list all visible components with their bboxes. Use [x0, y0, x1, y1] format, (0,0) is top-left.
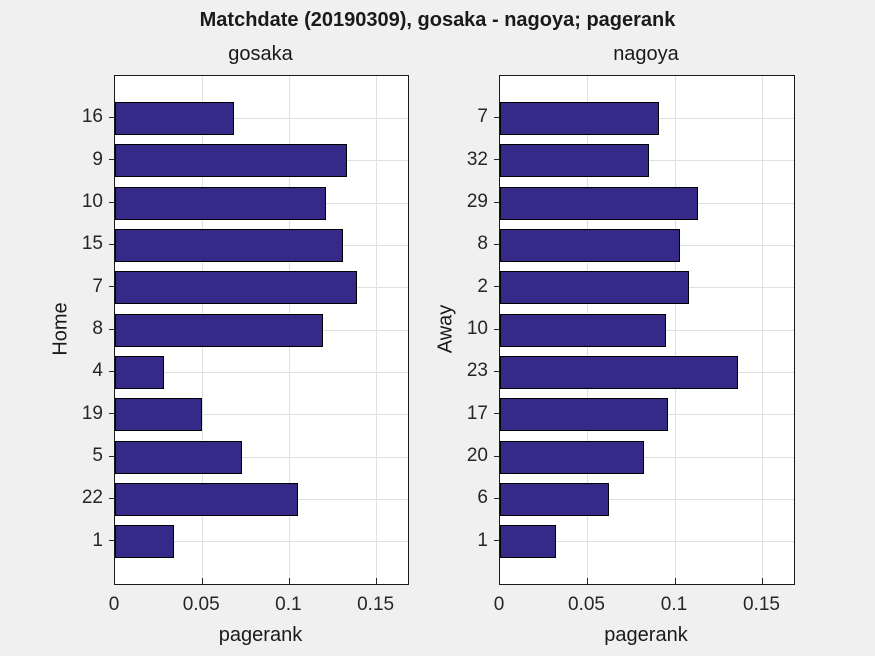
y-tick-label: 1 [477, 529, 488, 551]
gridline-horizontal [115, 117, 408, 119]
y-tick-mark [109, 201, 114, 203]
y-tick-label: 29 [466, 191, 488, 212]
y-tick-label: 7 [92, 275, 103, 297]
y-tick-mark [109, 159, 114, 161]
y-tick-label: 10 [466, 318, 488, 339]
bar-nagoya-1 [500, 525, 556, 559]
x-axis-label-pagerank-left: pagerank [218, 624, 303, 646]
x-tick-mark [587, 578, 588, 584]
y-tick-label: 4 [92, 360, 103, 382]
y-tick-mark [109, 243, 114, 245]
x-tick-mark [762, 578, 763, 584]
y-tick-mark [494, 370, 499, 372]
x-tick-mark [201, 578, 203, 584]
y-tick-label: 15 [81, 233, 103, 255]
bar-nagoya-6 [500, 482, 609, 516]
plot-area-nagoya [499, 75, 795, 585]
bar-gosaka-5 [115, 440, 243, 474]
bar-nagoya-17 [500, 398, 668, 432]
x-tick-label: 0 [108, 594, 120, 615]
y-tick-mark [494, 497, 499, 499]
y-tick-mark [109, 116, 114, 118]
y-tick-label: 8 [92, 318, 103, 339]
y-tick-mark [494, 243, 499, 245]
gridline-horizontal [115, 541, 408, 543]
bar-nagoya-23 [500, 355, 738, 389]
y-tick-mark [109, 540, 114, 542]
gridline-horizontal [115, 456, 408, 458]
x-tick-mark [674, 578, 676, 584]
x-tick-mark [376, 578, 378, 584]
gridline-horizontal [500, 541, 794, 543]
subplot-title-nagoya: nagoya [613, 43, 679, 65]
y-tick-label: 32 [466, 148, 488, 170]
bar-gosaka-1 [115, 525, 175, 559]
y-tick-label: 19 [81, 402, 103, 424]
gridline-horizontal [115, 371, 408, 373]
y-tick-label: 9 [92, 148, 103, 170]
subplot-title-gosaka: gosaka [228, 43, 293, 65]
x-tick-label: 0 [493, 594, 505, 615]
y-tick-label: 5 [92, 445, 103, 466]
y-tick-mark [109, 413, 114, 415]
y-tick-mark [494, 201, 499, 203]
y-tick-mark [494, 116, 499, 118]
bar-gosaka-15 [115, 228, 344, 262]
bar-gosaka-8 [115, 313, 323, 347]
y-tick-label: 17 [466, 402, 488, 424]
y-tick-mark [494, 328, 499, 330]
y-tick-label: 2 [477, 275, 488, 297]
x-tick-mark [288, 578, 290, 584]
bar-gosaka-9 [115, 144, 347, 178]
y-tick-mark [494, 413, 499, 415]
gridline-horizontal [500, 498, 794, 500]
y-tick-label: 10 [81, 191, 103, 212]
bar-gosaka-10 [115, 186, 327, 220]
y-tick-mark [109, 286, 114, 288]
y-tick-mark [109, 328, 114, 330]
bar-nagoya-2 [500, 271, 689, 305]
y-tick-mark [494, 159, 499, 161]
bar-nagoya-7 [500, 101, 660, 135]
y-tick-label: 8 [477, 233, 488, 255]
y-tick-mark [109, 455, 114, 457]
y-tick-mark [109, 497, 114, 499]
x-tick-label: 0.15 [743, 594, 780, 615]
gridline-horizontal [115, 414, 408, 416]
y-tick-mark [494, 540, 499, 542]
x-tick-label: 0.05 [568, 594, 605, 615]
y-tick-label: 1 [92, 529, 103, 551]
x-tick-label: 0.15 [357, 594, 395, 615]
plot-area-gosaka [114, 75, 409, 585]
gridline-horizontal [500, 456, 794, 458]
y-tick-label: 6 [477, 487, 488, 509]
y-tick-mark [494, 455, 499, 457]
x-tick-label: 0.1 [275, 594, 302, 615]
x-axis-label-pagerank-right: pagerank [604, 624, 688, 646]
bar-gosaka-7 [115, 271, 358, 305]
y-tick-mark [109, 370, 114, 372]
bar-nagoya-20 [500, 440, 644, 474]
bar-nagoya-8 [500, 228, 681, 262]
y-tick-mark [494, 286, 499, 288]
y-tick-label: 23 [466, 360, 488, 382]
x-tick-label: 0.1 [660, 594, 688, 615]
y-tick-label: 16 [81, 106, 103, 128]
y-tick-label: 22 [81, 487, 103, 509]
x-tick-label: 0.05 [182, 594, 220, 615]
bar-gosaka-4 [115, 355, 164, 389]
y-tick-label: 7 [477, 106, 488, 128]
figure-title: Matchdate (20190309), gosaka - nagoya; p… [199, 9, 676, 31]
bar-gosaka-22 [115, 482, 299, 516]
y-tick-label: 20 [466, 445, 488, 466]
bar-nagoya-29 [500, 186, 698, 220]
bar-nagoya-10 [500, 313, 667, 347]
bar-gosaka-19 [115, 398, 203, 432]
bar-gosaka-16 [115, 101, 234, 135]
bar-nagoya-32 [500, 144, 649, 178]
